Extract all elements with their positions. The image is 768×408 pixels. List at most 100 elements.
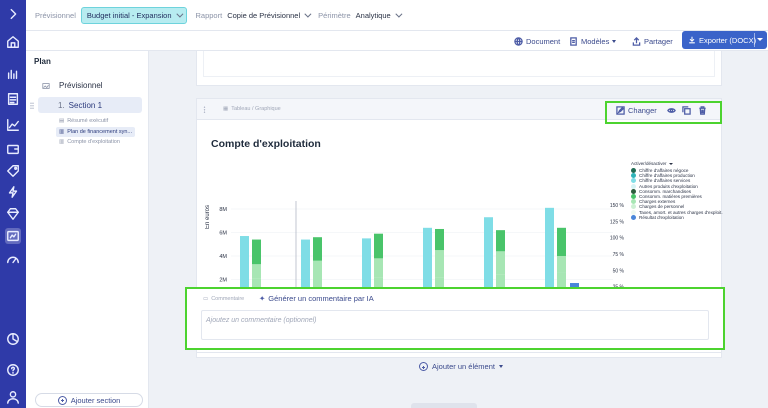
charges-externes-bar[interactable] bbox=[496, 251, 505, 275]
block-header: ▦ Tableau / Graphique bbox=[197, 99, 721, 120]
lightning-icon[interactable] bbox=[5, 184, 21, 200]
plus-circle-icon bbox=[57, 395, 67, 405]
drag-handle-icon[interactable] bbox=[30, 102, 34, 109]
plan-sub-item[interactable]: ▤ Résumé exécutif bbox=[59, 118, 108, 124]
chart-legend: Activer/désactiver Chiffre d'affaires né… bbox=[631, 161, 723, 220]
revenue-bar[interactable] bbox=[240, 236, 249, 303]
revenue-bar[interactable] bbox=[301, 239, 310, 303]
perimetre-select[interactable]: Analytique bbox=[356, 10, 403, 20]
plan-title: Plan bbox=[34, 57, 51, 66]
consommations-bar[interactable] bbox=[496, 230, 505, 252]
legend-item[interactable]: Charges de personnel bbox=[631, 204, 723, 210]
revenue-bar[interactable] bbox=[423, 227, 432, 303]
gauge-icon[interactable] bbox=[5, 251, 21, 267]
revenue-bar[interactable] bbox=[362, 238, 371, 303]
charges-externes-bar[interactable] bbox=[313, 260, 322, 280]
consommations-bar[interactable] bbox=[374, 233, 383, 259]
line-chart-icon[interactable] bbox=[5, 117, 21, 133]
legend-label: Résultat d'exploitation bbox=[639, 214, 684, 220]
template-icon bbox=[570, 36, 577, 46]
charges-externes-bar[interactable] bbox=[374, 258, 383, 278]
eye-icon bbox=[667, 108, 676, 113]
y-tick-label: 6M bbox=[219, 231, 227, 237]
plan-root-item[interactable]: Prévisionnel bbox=[42, 81, 103, 90]
rapport-select[interactable]: Copie de Prévisionnel bbox=[227, 10, 312, 20]
comment-input[interactable]: Ajoutez un commentaire (optionnel) bbox=[201, 310, 709, 340]
delete-button[interactable] bbox=[698, 106, 707, 115]
charges-externes-bar[interactable] bbox=[557, 256, 566, 273]
y2-tick-label: 75 % bbox=[613, 252, 625, 258]
legend-toggle[interactable]: Activer/désactiver bbox=[631, 161, 723, 166]
partager-button[interactable]: Partager bbox=[632, 34, 673, 48]
plan-section-1[interactable] bbox=[38, 97, 142, 113]
duplicate-button[interactable] bbox=[682, 106, 691, 115]
add-element-label: Ajouter un élément bbox=[432, 362, 495, 371]
diamond-icon[interactable] bbox=[5, 206, 21, 222]
consommations-bar[interactable] bbox=[435, 228, 444, 251]
help-icon[interactable] bbox=[5, 362, 21, 378]
home-icon[interactable] bbox=[5, 34, 21, 50]
section-number: 1. bbox=[58, 101, 65, 110]
consommations-bar[interactable] bbox=[557, 227, 566, 256]
comment-icon: ▭ bbox=[203, 296, 209, 302]
legend-swatch bbox=[631, 173, 636, 179]
plus-circle-icon bbox=[419, 362, 428, 371]
change-button[interactable]: Changer bbox=[616, 106, 657, 115]
caret-down-icon[interactable] bbox=[757, 38, 763, 41]
consommations-bar[interactable] bbox=[313, 237, 322, 261]
chevron-right-icon[interactable] bbox=[5, 6, 21, 22]
revenue-bar[interactable] bbox=[545, 207, 554, 303]
legend-label: Consomm. matières premières bbox=[639, 194, 702, 200]
ai-button-label: Générer un commentaire par IA bbox=[268, 294, 374, 303]
drag-handle-icon[interactable] bbox=[203, 106, 206, 113]
legend-item[interactable]: Taxes, amort. et autres charges d'exploi… bbox=[631, 209, 723, 215]
rapport-label: Rapport bbox=[195, 10, 223, 20]
section-label: Section 1 bbox=[68, 101, 103, 110]
document-button[interactable]: Document bbox=[514, 34, 560, 48]
add-section-label: Ajouter section bbox=[70, 395, 121, 405]
preview-button[interactable] bbox=[667, 106, 676, 115]
legend-item[interactable]: Chiffre d'affaires négoce bbox=[631, 168, 723, 173]
plan-sub-item[interactable]: ▥ Compte d'exploitation bbox=[59, 139, 120, 145]
report-icon[interactable] bbox=[5, 228, 21, 244]
sub-item-label: Plan de financement syn... bbox=[67, 129, 133, 135]
chevron-down-icon bbox=[304, 10, 312, 18]
legend-swatch bbox=[631, 178, 636, 184]
export-docx-button[interactable]: Exporter (DOCX) bbox=[682, 31, 767, 49]
modeles-button[interactable]: Modèles bbox=[569, 34, 617, 48]
legend-item[interactable]: Charges externes bbox=[631, 199, 723, 205]
consommations-bar[interactable] bbox=[252, 239, 261, 265]
generate-ai-comment-button[interactable]: ✦ Générer un commentaire par IA bbox=[259, 294, 374, 303]
revenue-bar[interactable] bbox=[484, 217, 493, 303]
legend-swatch bbox=[631, 214, 636, 220]
budget-value: Budget initial - Expansion bbox=[86, 10, 172, 20]
table-icon: ▦ bbox=[223, 106, 229, 112]
legend-item[interactable]: Consomm. marchandises bbox=[631, 188, 723, 194]
charges-externes-bar[interactable] bbox=[252, 264, 261, 279]
download-icon bbox=[689, 36, 695, 44]
legend-item[interactable]: Chiffre d'affaires services bbox=[631, 178, 723, 184]
legend-swatch bbox=[631, 209, 636, 215]
previsionnel-label: Prévisionnel bbox=[35, 10, 76, 20]
y2-tick-label: 150 % bbox=[610, 203, 625, 209]
charges-externes-bar[interactable] bbox=[435, 250, 444, 278]
plan-sub-item-active[interactable]: ▥ Plan de financement syn... bbox=[56, 127, 136, 137]
legend-item[interactable]: Résultat d'exploitation bbox=[631, 214, 723, 220]
tag-icon[interactable] bbox=[5, 163, 21, 179]
budget-select[interactable]: Budget initial - Expansion bbox=[80, 6, 187, 24]
document-icon[interactable] bbox=[5, 91, 21, 107]
legend-item[interactable]: Consomm. matières premières bbox=[631, 194, 723, 200]
sub-item-label: Résumé exécutif bbox=[67, 118, 109, 124]
legend-item[interactable]: Chiffre d'affaires production bbox=[631, 173, 723, 179]
finance-icon[interactable] bbox=[5, 66, 21, 82]
share-icon bbox=[632, 36, 641, 46]
wallet-icon[interactable] bbox=[5, 141, 21, 157]
add-element-button[interactable]: Ajouter un élément bbox=[419, 362, 503, 371]
legend-label: Charges externes bbox=[639, 199, 676, 205]
pie-chart-icon[interactable] bbox=[5, 331, 21, 347]
add-section-button[interactable]: Ajouter section bbox=[35, 393, 143, 407]
perimetre-label: Périmètre bbox=[318, 10, 351, 20]
legend-item[interactable]: Autres produits d'exploitation bbox=[631, 183, 723, 189]
comment-label: ▭ Commentaire bbox=[203, 296, 244, 302]
user-icon[interactable] bbox=[5, 389, 21, 405]
